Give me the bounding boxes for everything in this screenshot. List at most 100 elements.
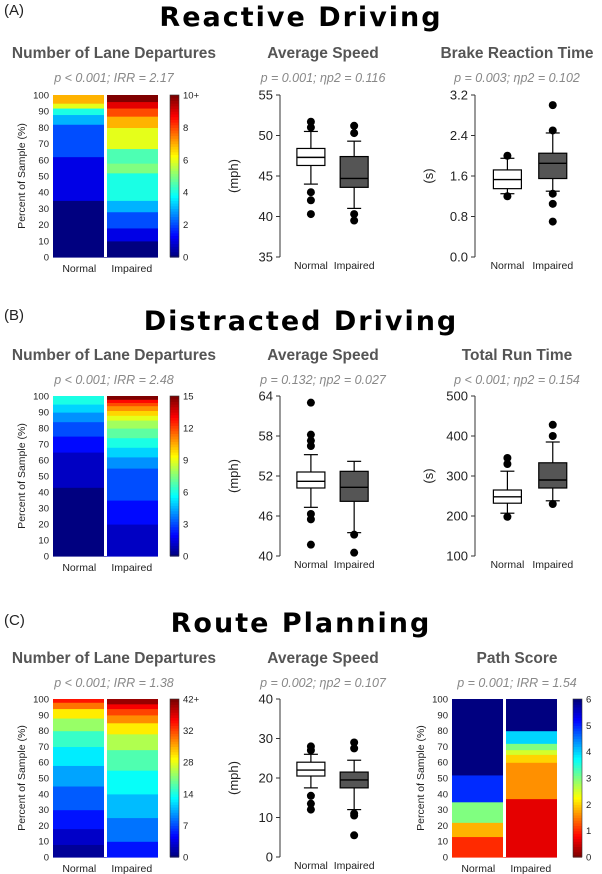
stat-annotation: p < 0.001; ηp2 = 0.154 bbox=[453, 373, 580, 387]
colorbar-step bbox=[170, 820, 179, 824]
heatmap-segment bbox=[53, 828, 106, 845]
x-tick-label: Normal bbox=[62, 562, 96, 574]
colorbar-step bbox=[170, 733, 179, 737]
colorbar-step bbox=[170, 497, 179, 501]
colorbar-step bbox=[170, 122, 179, 126]
y-tick-label: 40 bbox=[259, 549, 273, 564]
colorbar-step bbox=[573, 812, 582, 816]
colorbar-step bbox=[170, 521, 179, 525]
colorbar-step bbox=[170, 749, 179, 753]
colorbar-step bbox=[170, 420, 179, 424]
colorbar-step bbox=[170, 791, 179, 795]
colorbar-step bbox=[170, 470, 179, 474]
colorbar-step bbox=[170, 526, 179, 530]
colorbar-step bbox=[170, 524, 179, 528]
colorbar-step bbox=[170, 130, 179, 134]
colorbar-step bbox=[170, 186, 179, 191]
colorbar-step bbox=[573, 830, 582, 834]
colorbar-step bbox=[170, 462, 179, 466]
colorbar-step bbox=[573, 778, 582, 782]
colorbar-step bbox=[170, 825, 179, 829]
colorbar-step bbox=[573, 841, 582, 845]
colorbar-step bbox=[573, 749, 582, 753]
colorbar-step bbox=[170, 778, 179, 782]
heatmap-segment bbox=[504, 762, 557, 800]
y-tick-label: 400 bbox=[446, 429, 468, 444]
y-tick-label: 80 bbox=[38, 424, 49, 435]
y-tick-label: 50 bbox=[38, 774, 49, 785]
colorbar-step bbox=[573, 735, 582, 740]
x-tick-label: Normal bbox=[294, 860, 328, 872]
colorbar-step bbox=[170, 246, 179, 250]
colorbar-step bbox=[170, 446, 179, 450]
y-tick-label: 30 bbox=[38, 805, 49, 816]
outlier-point bbox=[306, 791, 315, 800]
colorbar-step bbox=[170, 452, 179, 456]
heatmap-segment bbox=[105, 127, 158, 150]
colorbar-step bbox=[573, 770, 582, 774]
heatmap-segment bbox=[452, 822, 505, 838]
colorbar-step bbox=[573, 801, 582, 805]
colorbar-step bbox=[170, 425, 179, 429]
outlier-point bbox=[350, 121, 359, 130]
stat-annotation: p = 0.001; ηp2 = 0.116 bbox=[260, 71, 386, 85]
colorbar-step bbox=[170, 817, 179, 821]
colorbar-step bbox=[170, 227, 179, 231]
colorbar-step bbox=[170, 751, 179, 755]
colorbar-step bbox=[170, 772, 179, 776]
x-tick-label: Normal bbox=[294, 260, 328, 272]
heatmap-segment bbox=[105, 456, 158, 469]
colorbar-step bbox=[170, 157, 179, 161]
panel-label: (A) bbox=[4, 2, 24, 19]
colorbar-step bbox=[573, 699, 582, 703]
colorbar-step bbox=[170, 476, 179, 480]
colorbar-step bbox=[170, 176, 179, 180]
outlier-point bbox=[350, 129, 359, 138]
plot-title: Brake Reaction Time bbox=[440, 45, 593, 62]
colorbar-step bbox=[573, 720, 582, 724]
heatmap-segment bbox=[105, 703, 158, 710]
colorbar-step bbox=[170, 254, 179, 258]
y-tick-label: 20 bbox=[437, 821, 448, 832]
colorbar-step bbox=[573, 854, 582, 858]
colorbar-step bbox=[170, 103, 179, 107]
y-tick-label: 50 bbox=[38, 172, 49, 183]
colorbar-step bbox=[170, 513, 179, 517]
colorbar-step bbox=[170, 436, 179, 440]
colorbar-step bbox=[170, 412, 179, 416]
colorbar-step bbox=[170, 173, 179, 177]
colorbar-step bbox=[170, 709, 179, 713]
colorbar-step bbox=[170, 213, 179, 218]
y-tick-label: 0 bbox=[44, 253, 49, 264]
heatmap-segment bbox=[452, 699, 505, 776]
colorbar-step bbox=[170, 184, 179, 188]
plot-title: Number of Lane Departures bbox=[12, 650, 216, 667]
colorbar-step bbox=[170, 809, 179, 813]
x-tick-label: Impaired bbox=[532, 559, 573, 571]
colorbar-tick-label: 7 bbox=[183, 821, 188, 832]
y-tick-label: 30 bbox=[259, 731, 273, 746]
plot-title: Path Score bbox=[477, 650, 558, 667]
heatmap-segment bbox=[53, 487, 106, 557]
colorbar-step bbox=[573, 780, 582, 784]
y-tick-label: 20 bbox=[38, 520, 49, 531]
colorbar-step bbox=[170, 132, 179, 137]
outlier-point bbox=[306, 188, 315, 197]
colorbar-step bbox=[170, 730, 179, 734]
y-tick-label: 64 bbox=[259, 389, 273, 404]
colorbar-step bbox=[170, 230, 179, 234]
y-tick-label: 60 bbox=[38, 456, 49, 467]
colorbar-step bbox=[170, 111, 179, 115]
colorbar-step bbox=[170, 762, 179, 766]
heatmap-segment bbox=[105, 699, 158, 705]
colorbar-step bbox=[170, 460, 179, 464]
colorbar-step bbox=[170, 706, 179, 711]
colorbar-step bbox=[170, 502, 179, 506]
y-tick-label: 100 bbox=[446, 549, 468, 564]
y-axis-label: Percent of Sample (%) bbox=[16, 725, 28, 831]
colorbar-step bbox=[573, 706, 582, 711]
colorbar-frame bbox=[169, 94, 180, 258]
colorbar-step bbox=[170, 540, 179, 544]
y-tick-label: 80 bbox=[38, 123, 49, 134]
colorbar-step bbox=[170, 725, 179, 729]
